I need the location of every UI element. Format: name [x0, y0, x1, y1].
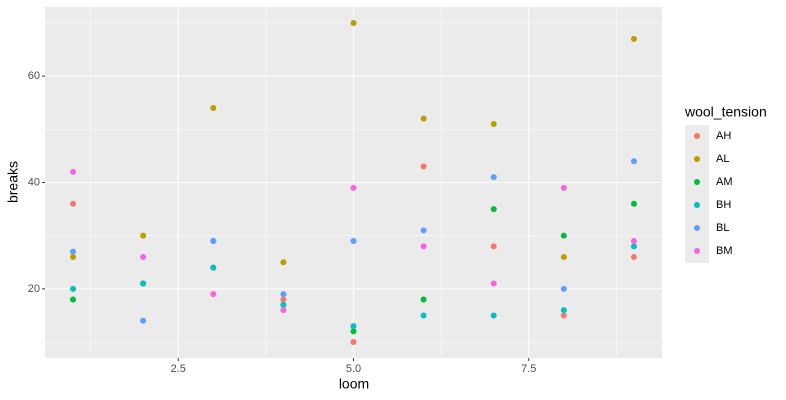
point [70, 168, 77, 175]
y-tick-label: 20 [28, 283, 40, 295]
x-tick-label: 7.5 [521, 363, 536, 375]
point [350, 328, 357, 335]
legend: AH AL AM BH BL BM [685, 125, 733, 263]
point [490, 121, 497, 127]
point [350, 238, 357, 244]
y-axis-label: breaks [5, 161, 21, 203]
legend-key [694, 133, 700, 139]
point [280, 259, 287, 266]
point [490, 280, 497, 287]
point [420, 227, 427, 234]
legend-key-bg [685, 125, 709, 263]
points [70, 19, 637, 346]
point [280, 296, 287, 303]
point [630, 253, 637, 260]
legend-key [694, 156, 700, 162]
point [70, 200, 77, 207]
point [560, 307, 567, 314]
point [280, 291, 287, 298]
point [70, 248, 77, 255]
point [560, 285, 567, 292]
legend-label: AM [716, 176, 733, 188]
point [70, 285, 77, 292]
point [280, 307, 287, 314]
point [560, 312, 567, 319]
point [490, 243, 497, 250]
point [210, 238, 217, 244]
point [420, 163, 427, 170]
x-tick-label: 5.0 [346, 363, 361, 375]
point [210, 291, 217, 298]
point [630, 158, 637, 165]
y-tick-label: 40 [28, 176, 40, 188]
x-axis-label: loom [339, 376, 369, 392]
legend-label: BH [716, 199, 731, 211]
point [630, 238, 637, 244]
legend-key [694, 202, 700, 208]
point [70, 253, 77, 260]
point [350, 339, 357, 346]
legend-label: BM [716, 245, 733, 257]
point [210, 264, 217, 271]
point [140, 280, 147, 287]
point [630, 200, 637, 207]
point [420, 296, 427, 303]
point [630, 35, 637, 42]
point [350, 19, 357, 26]
point [420, 243, 427, 250]
legend-label: BL [716, 222, 729, 234]
legend-key [694, 179, 700, 185]
legend-label: AH [716, 130, 731, 142]
legend-title: wool_tension [684, 104, 767, 120]
point [560, 232, 567, 239]
point [140, 232, 147, 239]
legend-key [694, 248, 700, 254]
y-tick-label: 60 [28, 70, 40, 82]
point [70, 296, 77, 303]
point [350, 323, 357, 330]
point [420, 115, 427, 122]
point [560, 253, 567, 260]
point [490, 174, 497, 181]
point [140, 317, 147, 324]
point [350, 184, 357, 191]
point [140, 253, 147, 260]
point [490, 312, 497, 319]
point [420, 312, 427, 319]
legend-key [694, 225, 700, 231]
legend-label: AL [716, 153, 729, 165]
point [210, 105, 217, 112]
x-tick-label: 2.5 [171, 363, 186, 375]
point [630, 243, 637, 250]
point [490, 206, 497, 213]
point [560, 184, 567, 191]
grid [45, 7, 662, 358]
point [280, 301, 287, 308]
